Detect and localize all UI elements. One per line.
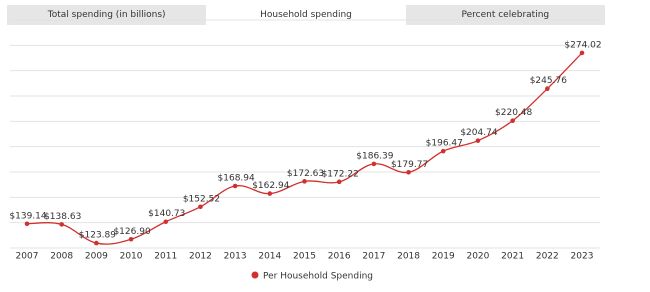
x-tick-label: 2021 [501, 252, 524, 262]
x-tick-label: 2010 [120, 252, 143, 262]
point [371, 161, 377, 167]
point [59, 222, 64, 227]
x-tick-label: 2012 [189, 252, 212, 262]
point [94, 240, 99, 246]
line [26, 52, 583, 245]
x-tick-label: 2008 [50, 252, 73, 262]
point [267, 191, 273, 196]
value-label: $168.94 [218, 174, 255, 184]
x-tick-label: 2017 [362, 252, 385, 262]
value-label: $204.74 [460, 128, 497, 138]
x-tick-label: 2014 [258, 252, 281, 262]
x-tick-label: 2023 [571, 252, 594, 262]
value-label: $152.52 [183, 194, 220, 204]
x-tick-label: 2007 [16, 252, 39, 262]
value-label: $162.94 [252, 181, 289, 191]
legend-label: Per Household Spending [263, 272, 373, 282]
value-label: $126.90 [113, 227, 150, 237]
point [198, 204, 203, 210]
x-tick-label: 2019 [432, 252, 455, 262]
x-tick-label: 2022 [536, 252, 559, 262]
tab[interactable]: Total spending (in billions) [47, 10, 166, 20]
x-tick-label: 2013 [224, 252, 247, 262]
value-label: $140.73 [148, 209, 185, 219]
value-label: $245.76 [530, 76, 567, 86]
point [510, 118, 515, 124]
value-label: $186.39 [356, 151, 393, 161]
value-label: $138.63 [44, 212, 81, 222]
value-label: $220.48 [495, 108, 532, 118]
point [302, 179, 307, 184]
value-label: $179.77 [391, 160, 428, 170]
point [232, 183, 238, 189]
point [24, 221, 30, 227]
point [545, 86, 550, 92]
value-label: $172.22 [322, 169, 359, 179]
value-label: $196.47 [426, 139, 463, 149]
point [406, 169, 411, 175]
x-tick-label: 2011 [154, 252, 177, 262]
value-label: $123.89 [79, 231, 116, 241]
x-tick-label: 2018 [397, 252, 420, 262]
point [128, 236, 134, 242]
x-tick-label: 2009 [85, 252, 108, 262]
value-label: $274.02 [564, 40, 601, 50]
point [336, 179, 342, 185]
x-tick-label: 2020 [466, 252, 489, 262]
point [163, 219, 169, 225]
legend-marker [251, 271, 259, 279]
tab[interactable]: Percent celebrating [461, 10, 550, 20]
x-tick-label: 2016 [328, 252, 351, 262]
value-label: $172.63 [287, 169, 324, 179]
value-label: $139.14 [9, 211, 46, 221]
x-tick-label: 2015 [293, 252, 316, 262]
point [475, 138, 481, 143]
point [440, 148, 446, 154]
point [579, 50, 585, 56]
